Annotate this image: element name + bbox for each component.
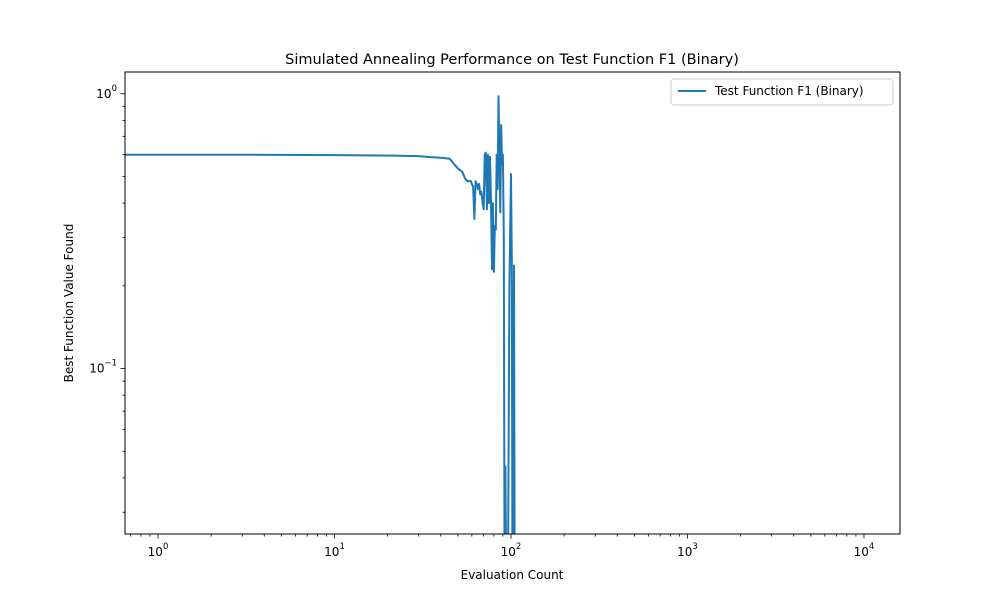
x-tick-label: 100 [148,542,169,559]
x-axis: 100 101 102 103 104 [130,534,875,559]
legend-box [670,78,894,106]
x-tick-label: 103 [677,542,698,559]
series-layer [125,95,516,534]
plot-area-frame [124,71,901,535]
y-tick-label: 10−1 [89,359,117,376]
x-axis-label: Evaluation Count [461,568,564,582]
x-tick-label: 102 [501,542,522,559]
series-line-0 [125,95,516,534]
legend-label: Test Function F1 (Binary) [714,84,864,98]
y-tick-label: 100 [96,84,117,101]
y-axis-label: Best Function Value Found [62,224,76,383]
x-tick-label: 104 [854,542,875,559]
legend: Test Function F1 (Binary) [670,78,894,106]
y-axis: 100 10−1 [89,84,125,513]
chart-title: Simulated Annealing Performance on Test … [285,52,739,68]
x-tick-label: 101 [324,542,345,559]
